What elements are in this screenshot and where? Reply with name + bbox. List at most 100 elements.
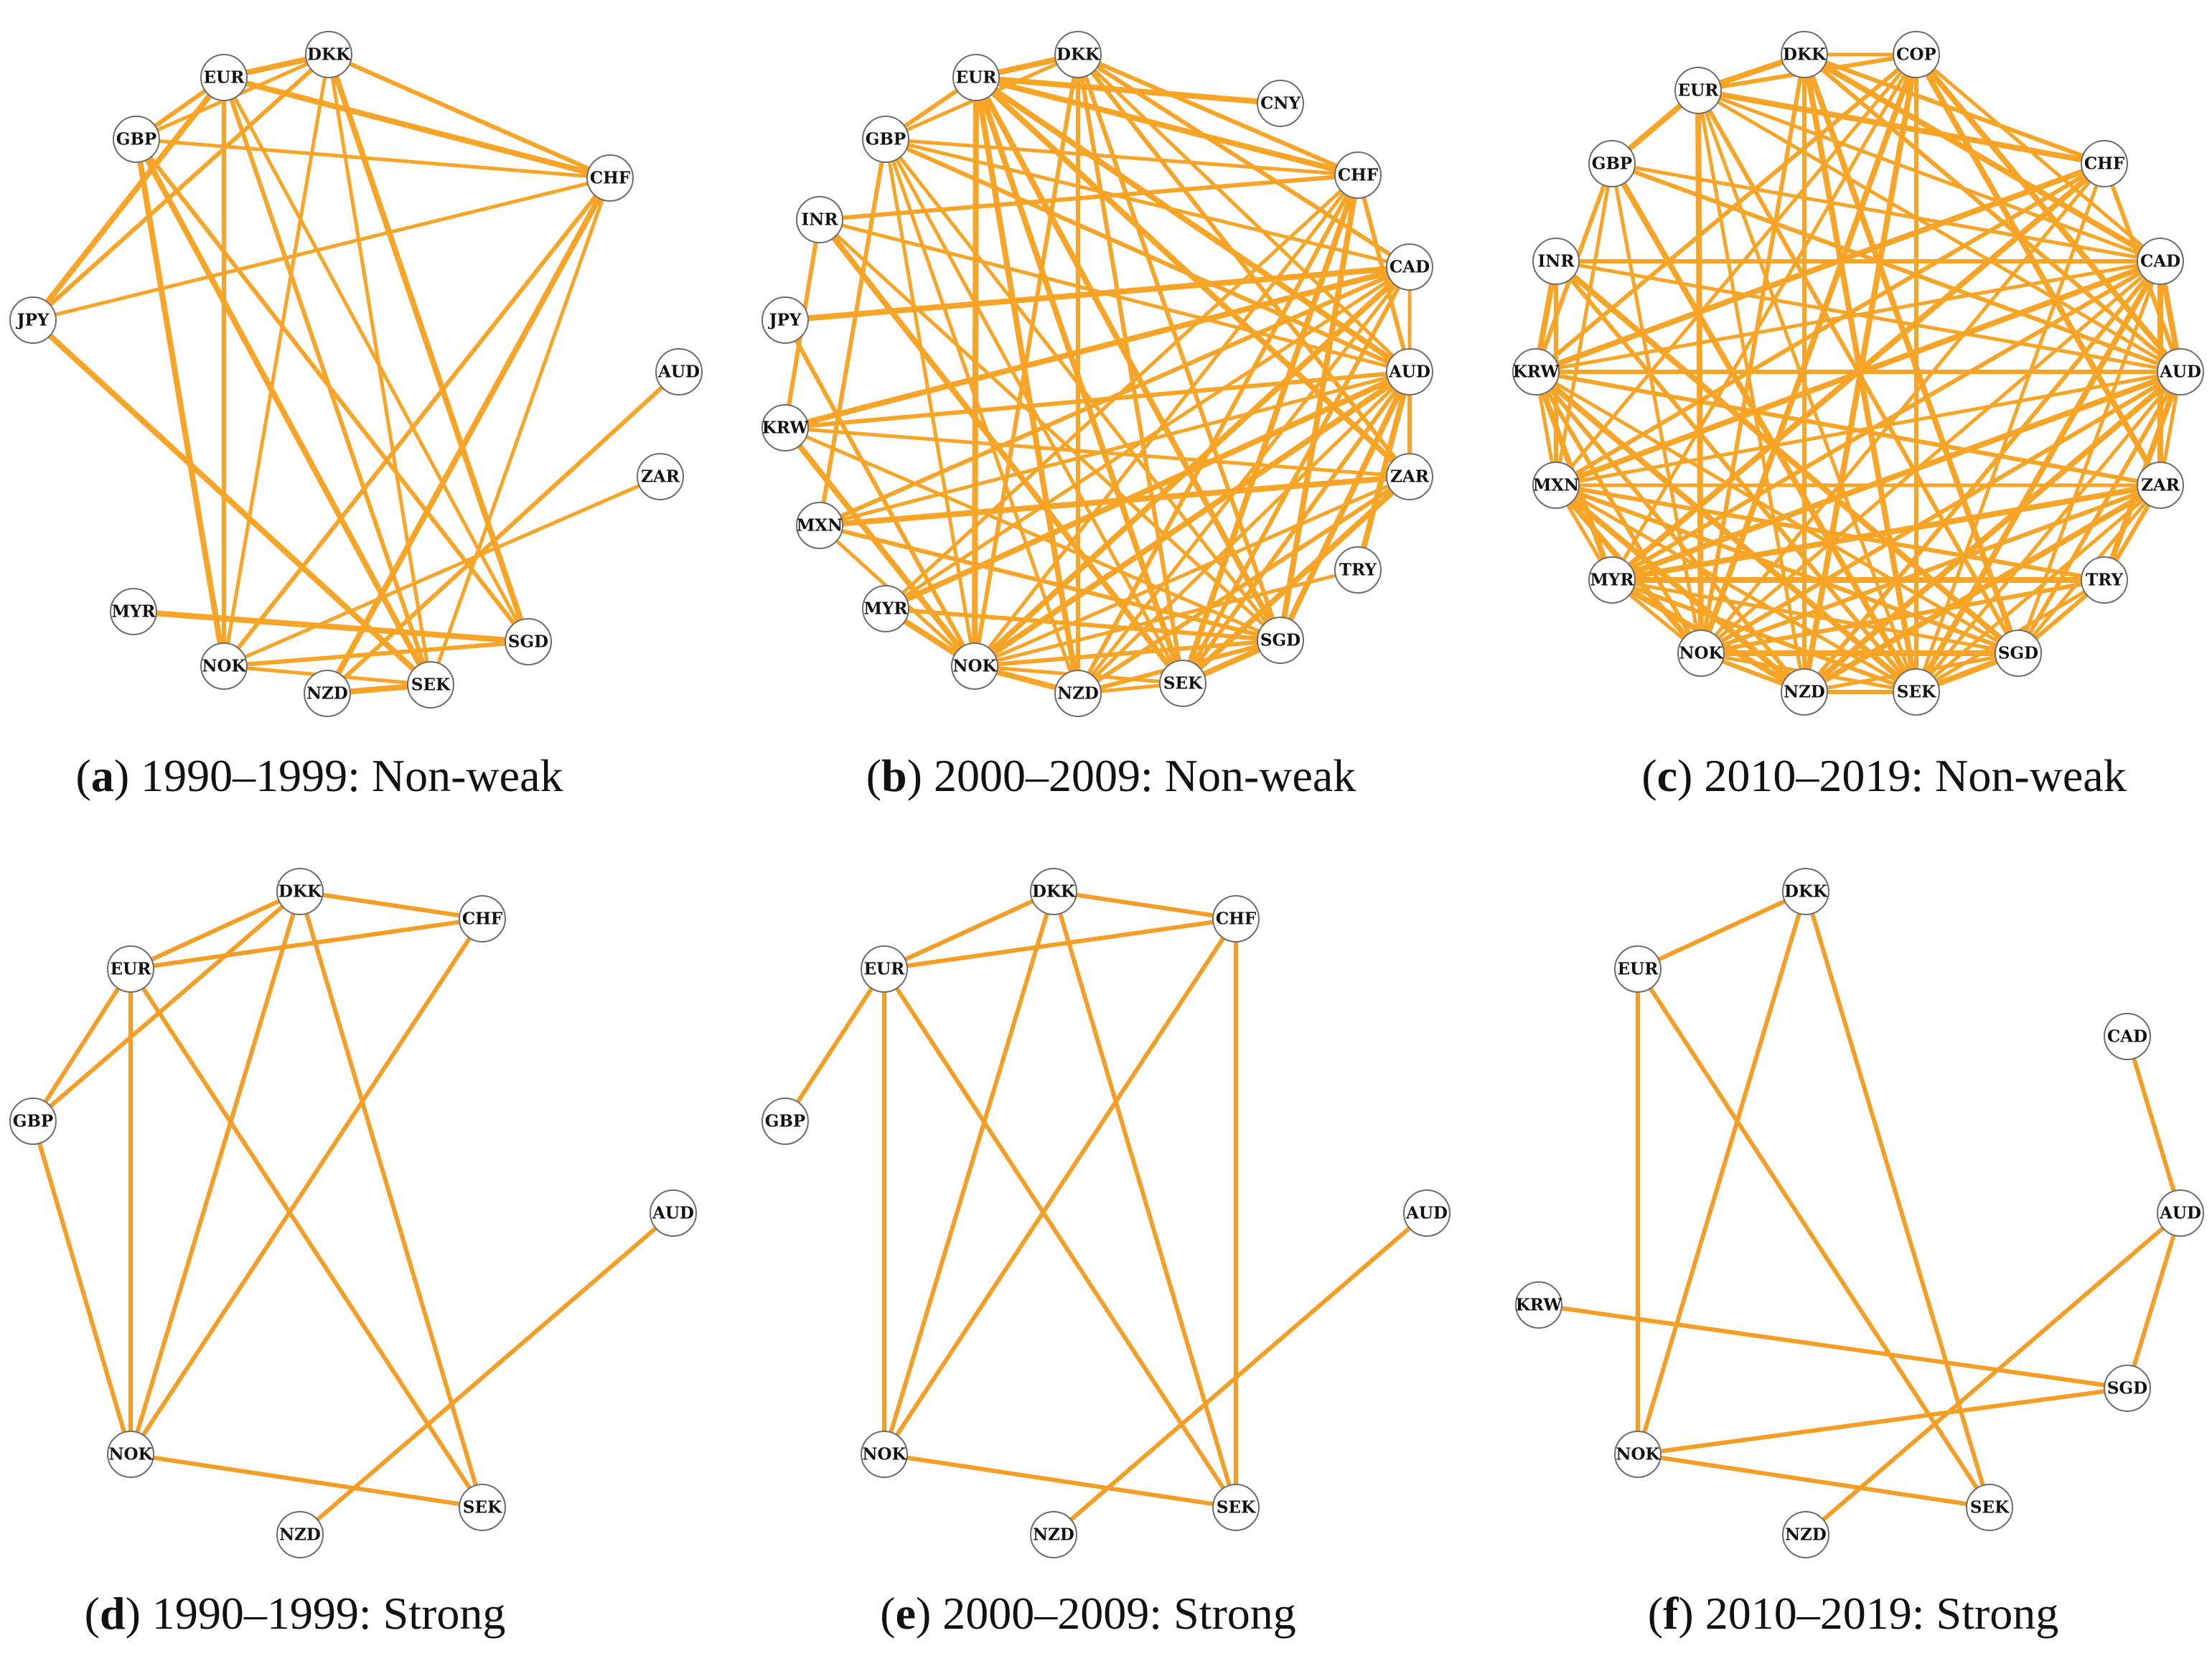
edge-zar-krw — [783, 426, 1412, 479]
edge-mxn-nzd — [1553, 482, 1807, 695]
edge-try-nok — [973, 568, 1360, 668]
node-label: CHF — [590, 169, 631, 188]
edge-gbp-sek — [1609, 161, 1919, 695]
edge-chf-sek — [1180, 172, 1361, 686]
node-sek: SEK — [407, 661, 454, 708]
panel-d-edges — [31, 889, 675, 1537]
edge-dkk-cad — [1076, 52, 1412, 269]
node-zar: ZAR — [637, 453, 684, 500]
node-circle — [655, 348, 703, 396]
edge-eur-sek — [128, 967, 484, 1510]
node-label: CHF — [1216, 909, 1257, 929]
node-label: INR — [802, 210, 839, 230]
node-circle — [1893, 668, 1940, 716]
panel-d-caption: (d) 1990–1999: Strong — [85, 1588, 506, 1639]
edge-aud-nzd — [1051, 1211, 1429, 1537]
node-label: NZD — [1785, 1525, 1827, 1545]
edge-gbp-eur — [783, 967, 886, 1123]
node-circle — [459, 1484, 506, 1531]
node-circle — [110, 588, 157, 635]
edge-cop-krw — [1534, 52, 1918, 374]
edge-chf-sgd — [1278, 172, 1361, 643]
node-circle — [586, 154, 634, 202]
edge-zar-nok — [222, 474, 662, 668]
edge-nok-sgd — [1636, 1386, 2129, 1456]
node-eur: EUR — [107, 945, 154, 993]
edge-jpy-dkk — [31, 52, 331, 322]
node-sek: SEK — [1893, 668, 1940, 716]
edge-krw-sgd — [1534, 370, 2020, 655]
node-circle — [276, 1511, 324, 1558]
edge-dkk-cad — [1801, 52, 2163, 264]
node-label: EUR — [1678, 81, 1720, 100]
edge-eur-nzd — [1696, 88, 1806, 694]
node-label: TRY — [1339, 561, 1377, 580]
node-label: GBP — [866, 130, 906, 149]
edge-cad-nzd — [1802, 259, 2162, 694]
node-circle — [861, 945, 908, 993]
panel-a: DKK EUR GBP CHF JPY AUD ZAR MYR NOK NZD SEK SGD (a)… — [9, 31, 703, 801]
edge-eur-dkk — [882, 889, 1056, 971]
edge-aud-nzd — [325, 370, 681, 696]
node-circle — [505, 618, 552, 665]
node-nzd: NZD — [276, 1511, 324, 1558]
node-circle — [9, 1098, 57, 1145]
panel-a-nodes: DKK EUR GBP CHF JPY AUD ZAR MYR NOK NZD SEK SGD — [9, 31, 703, 717]
edge-gbp-dkk — [31, 889, 302, 1123]
node-circle — [1532, 462, 1580, 509]
node-circle — [1212, 1484, 1260, 1531]
edge-eur-sek — [882, 967, 1238, 1510]
edge-dkk-nok — [128, 889, 302, 1456]
edge-aud-sgd — [2016, 370, 2183, 655]
node-sgd: SGD — [1995, 630, 2042, 677]
edge-aud-krw — [783, 370, 1412, 430]
panel-c-caption: (c) 2010–2019: Non-weak — [1641, 750, 2126, 801]
panel-d: DKK CHF EUR GBP AUD NOK SEK NZD (d) 1990–1999: … — [9, 868, 697, 1639]
node-circle — [2137, 238, 2184, 285]
edge-cop-mxn — [1554, 52, 1918, 487]
edge-zar-sek — [1914, 483, 2162, 694]
edge-chf-mxn — [1554, 162, 2106, 487]
node-circle — [861, 1431, 908, 1478]
node-cny: CNY — [1257, 80, 1304, 127]
node-circle — [761, 404, 809, 452]
edge-dkk-nok — [882, 889, 1056, 1456]
edge-krw-sgd — [1537, 1303, 2129, 1390]
edge-inr-sek — [817, 217, 1186, 686]
node-label: SEK — [1217, 1498, 1256, 1517]
edge-dkk-aud — [1802, 52, 2183, 374]
edge-gbp-eur — [31, 967, 133, 1123]
node-label: AUD — [657, 362, 700, 382]
edge-gbp-chf — [884, 137, 1360, 177]
edge-zar-myr — [1609, 482, 2163, 583]
node-circle — [1334, 546, 1382, 594]
node-aud: AUD — [2157, 1189, 2204, 1237]
node-label: AUD — [1405, 1204, 1448, 1223]
node-chf: CHF — [459, 895, 506, 942]
node-label: MYR — [1590, 571, 1635, 590]
node-circle — [637, 453, 684, 500]
node-circle — [2081, 556, 2128, 604]
node-label: NOK — [1616, 1445, 1660, 1464]
panel-e-caption-text: 2000–2009: Strong — [942, 1588, 1295, 1639]
node-label: AUD — [2159, 362, 2201, 382]
node-circle — [1386, 453, 1433, 500]
node-cad: CAD — [1386, 243, 1433, 291]
node-circle — [1403, 1189, 1451, 1237]
edge-eur-cad — [1696, 88, 2162, 263]
node-chf: CHF — [586, 154, 634, 202]
panel-e: DKK CHF EUR GBP AUD NOK SEK NZD (e) 2000–2009: … — [761, 868, 1451, 1639]
panel-f-edges — [1537, 889, 2183, 1537]
panel-a-caption-letter: a — [91, 750, 114, 801]
edge-jpy-chf — [31, 176, 612, 322]
node-aud: AUD — [1386, 348, 1433, 396]
panel-c: DKK COP EUR GBP CHF INR CAD KRW AUD MXN ZAR MYR TRY N… — [1512, 31, 2204, 801]
node-circle — [1159, 660, 1206, 707]
node-circle — [200, 54, 248, 101]
node-circle — [1386, 348, 1433, 396]
node-circle — [276, 868, 324, 915]
edge-eur-chf — [128, 917, 484, 971]
edge-krw-nok — [1534, 370, 1703, 655]
node-circle — [107, 945, 154, 993]
edge-zar-nok — [973, 474, 1412, 668]
